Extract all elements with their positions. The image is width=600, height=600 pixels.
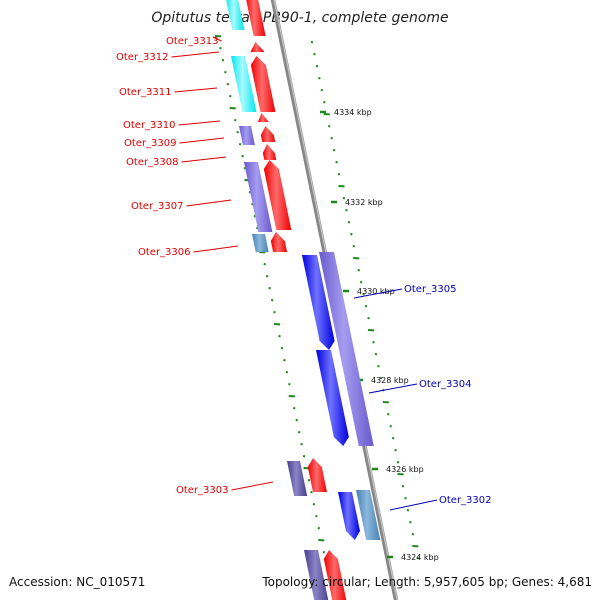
gene-block-steel[interactable] <box>252 234 269 252</box>
gene-block-cyan[interactable] <box>231 56 257 112</box>
length-value: 5,957,605 bp <box>423 575 504 589</box>
label-leader-line <box>178 120 221 126</box>
gene-oter-3309[interactable] <box>260 126 276 142</box>
map-title: Opitutus terrae PB90-1, complete genome <box>151 10 449 26</box>
gene-label-oter_3311[interactable]: Oter_3311 <box>119 87 172 98</box>
length-label: Length: <box>374 575 421 589</box>
gene-oter-3311[interactable] <box>250 56 276 112</box>
accession-info: Accession: NC_010571 <box>9 575 145 589</box>
label-leader-line <box>389 499 438 511</box>
scale-label: 4328 kbp <box>371 376 409 385</box>
gene-label-oter_3307[interactable]: Oter_3307 <box>131 201 184 212</box>
scale-label: 4330 kbp <box>357 287 395 296</box>
label-leader-line <box>179 137 225 144</box>
gene-oter-3302[interactable] <box>338 492 360 540</box>
genes-label: Genes: <box>511 575 554 589</box>
accession-label: Accession: <box>9 575 73 589</box>
gene-block-cyan[interactable] <box>225 0 245 30</box>
gene-oter-3312[interactable] <box>250 42 265 52</box>
gene-block-dark[interactable] <box>287 461 308 496</box>
gene-label-oter_3306[interactable]: Oter_3306 <box>138 247 191 258</box>
gene-oter-3308[interactable] <box>262 144 277 160</box>
genes-value: 4,681 <box>557 575 592 589</box>
accession-value: NC_010571 <box>76 575 146 589</box>
gene-oter-3305[interactable] <box>302 255 335 350</box>
gene-block-slate[interactable] <box>244 162 273 232</box>
label-leader-line <box>353 288 403 299</box>
gene-oter-3306[interactable] <box>270 232 288 252</box>
label-leader-line <box>174 87 218 93</box>
scale-label: 4324 kbp <box>401 553 439 562</box>
genome-summary: Topology: circular; Length: 5,957,605 bp… <box>262 575 592 589</box>
gene-block-dark[interactable] <box>304 550 329 600</box>
gene-label-oter_3305[interactable]: Oter_3305 <box>404 284 457 295</box>
gene-block-red[interactable] <box>323 550 347 600</box>
topology-value: circular <box>322 575 367 589</box>
gene-oter-3313[interactable] <box>245 0 266 36</box>
label-leader-line <box>212 36 222 42</box>
gene-block-steel[interactable] <box>356 490 381 540</box>
label-leader-line <box>368 383 418 394</box>
scale-label: 4326 kbp <box>386 465 424 474</box>
label-leader-line <box>171 51 220 58</box>
gene-block-slate[interactable] <box>239 126 255 145</box>
gene-block-slate[interactable] <box>319 252 374 446</box>
gene-label-oter_3312[interactable]: Oter_3312 <box>116 52 169 63</box>
gene-label-oter_3304[interactable]: Oter_3304 <box>419 379 472 390</box>
label-leader-line <box>186 199 232 207</box>
scale-label: 4334 kbp <box>334 108 372 117</box>
gene-oter-3307[interactable] <box>263 160 292 230</box>
gene-label-oter_3303[interactable]: Oter_3303 <box>176 485 229 496</box>
gene-label-oter_3309[interactable]: Oter_3309 <box>124 138 177 149</box>
gene-label-oter_3308[interactable]: Oter_3308 <box>126 157 179 168</box>
gene-oter-3303[interactable] <box>307 458 327 492</box>
gene-oter-3310[interactable] <box>257 113 269 122</box>
label-leader-line <box>181 156 227 163</box>
gene-label-oter_3302[interactable]: Oter_3302 <box>439 495 492 506</box>
topology-label: Topology: <box>262 575 319 589</box>
scale-label: 4332 kbp <box>345 198 383 207</box>
gene-label-oter_3310[interactable]: Oter_3310 <box>123 120 176 131</box>
gene-oter-3304[interactable] <box>316 350 349 446</box>
gene-label-oter_3313[interactable]: Oter_3313 <box>166 36 219 47</box>
label-leader-line <box>231 481 274 491</box>
label-leader-line <box>193 245 239 253</box>
